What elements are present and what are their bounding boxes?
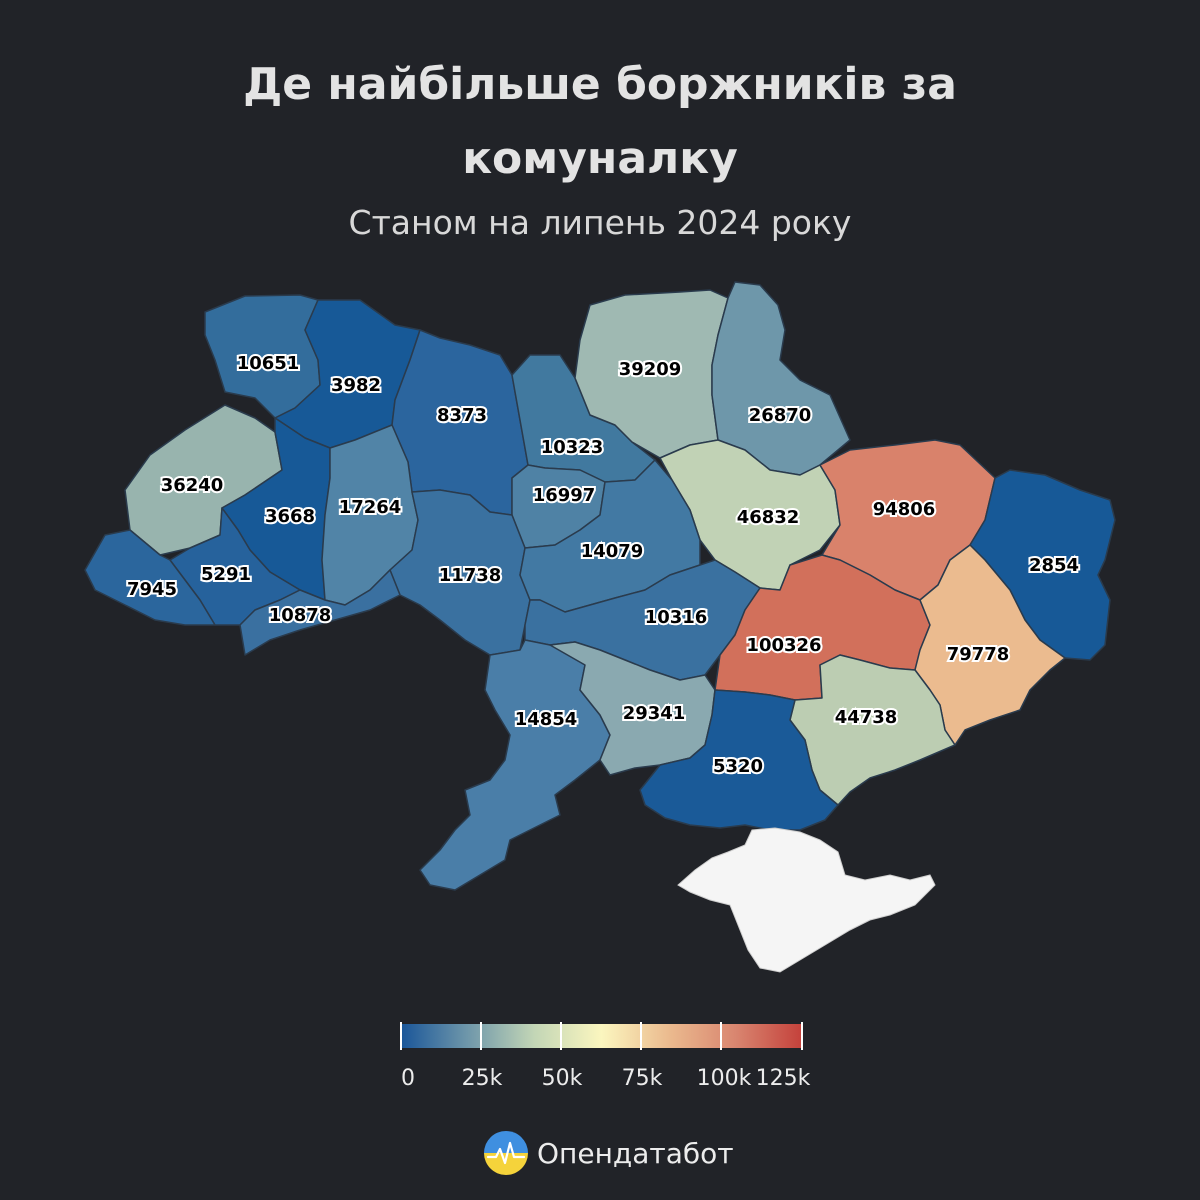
value-label-khmelnytskyi: 17264 — [339, 497, 402, 518]
value-label-kherson: 5320 — [713, 756, 763, 777]
color-scale-bar — [401, 1024, 802, 1048]
title-line-1: Де найбільше боржників за — [243, 59, 957, 110]
legend-label-50k: 50k — [541, 1066, 583, 1091]
map-title: Де найбільше боржників за комуналку — [100, 48, 1100, 196]
brand[interactable]: Опендатабот — [484, 1130, 734, 1176]
value-label-luhansk: 94806 — [873, 499, 936, 520]
value-label-zaporizhzhia: 44738 — [835, 707, 898, 728]
value-label-vinnytsia: 11738 — [439, 565, 502, 586]
value-label-lviv: 36240 — [161, 475, 224, 496]
value-label-kharkiv: 26870 — [749, 405, 812, 426]
value-label-kyiv: 8373 — [437, 405, 487, 426]
legend-tick-125k — [801, 1022, 803, 1050]
map-subtitle: Станом на липень 2024 року — [348, 203, 852, 242]
opendatabot-logo-icon — [484, 1131, 528, 1175]
region-value-labels: 10651 3982 8373 10323 39209 26870 36240 3668 172… — [125, 351, 1081, 779]
legend-label-125k: 125k — [755, 1066, 811, 1091]
region-zakarpattia[interactable] — [84, 529, 216, 626]
color-scale-legend — [400, 1022, 804, 1050]
legend-tick-100k — [720, 1022, 722, 1050]
value-label-sumy: 39209 — [619, 359, 682, 380]
value-label-mykolaiv: 29341 — [623, 703, 686, 724]
ukraine-map: 10651 3982 8373 10323 39209 26870 36240 3668 172… — [84, 281, 1116, 973]
value-label-kirovohrad: 10316 — [645, 607, 708, 628]
value-label-odesa: 14854 — [515, 709, 578, 730]
legend-tick-25k — [480, 1022, 482, 1050]
region-odesa[interactable] — [419, 639, 611, 891]
value-label-ivano-frankivsk: 5291 — [201, 564, 251, 585]
region-kharkiv[interactable] — [711, 281, 851, 476]
value-label-zakarpattia: 7945 — [127, 579, 177, 600]
legend-label-75k: 75k — [621, 1066, 663, 1091]
legend-tick-75k — [640, 1022, 642, 1050]
value-label-volyn: 10651 — [237, 353, 300, 374]
value-label-luhansk-east: 2854 — [1029, 555, 1079, 576]
value-label-chernihiv: 10323 — [541, 437, 604, 458]
value-label-donetsk: 79778 — [947, 644, 1010, 665]
value-label-cherkasy: 14079 — [581, 541, 644, 562]
value-label-chernivtsi: 10878 — [269, 605, 332, 626]
legend-tick-50k — [560, 1022, 562, 1050]
value-label-ternopil: 3668 — [265, 506, 315, 527]
value-label-poltava: 46832 — [737, 507, 800, 528]
legend-label-100k: 100k — [696, 1066, 752, 1091]
value-label-dnipropetrovsk: 100326 — [746, 635, 821, 656]
value-label-kyiv-city: 16997 — [533, 485, 596, 506]
region-chernivtsi[interactable] — [239, 569, 401, 656]
value-label-rivne: 3982 — [331, 375, 381, 396]
legend-label-25k: 25k — [461, 1066, 503, 1091]
legend-label-0: 0 — [401, 1066, 415, 1091]
legend-tick-0 — [400, 1022, 402, 1050]
brand-name: Опендатабот — [537, 1136, 734, 1170]
crimea-no-data — [677, 827, 936, 973]
title-line-2: комуналку — [462, 133, 738, 184]
